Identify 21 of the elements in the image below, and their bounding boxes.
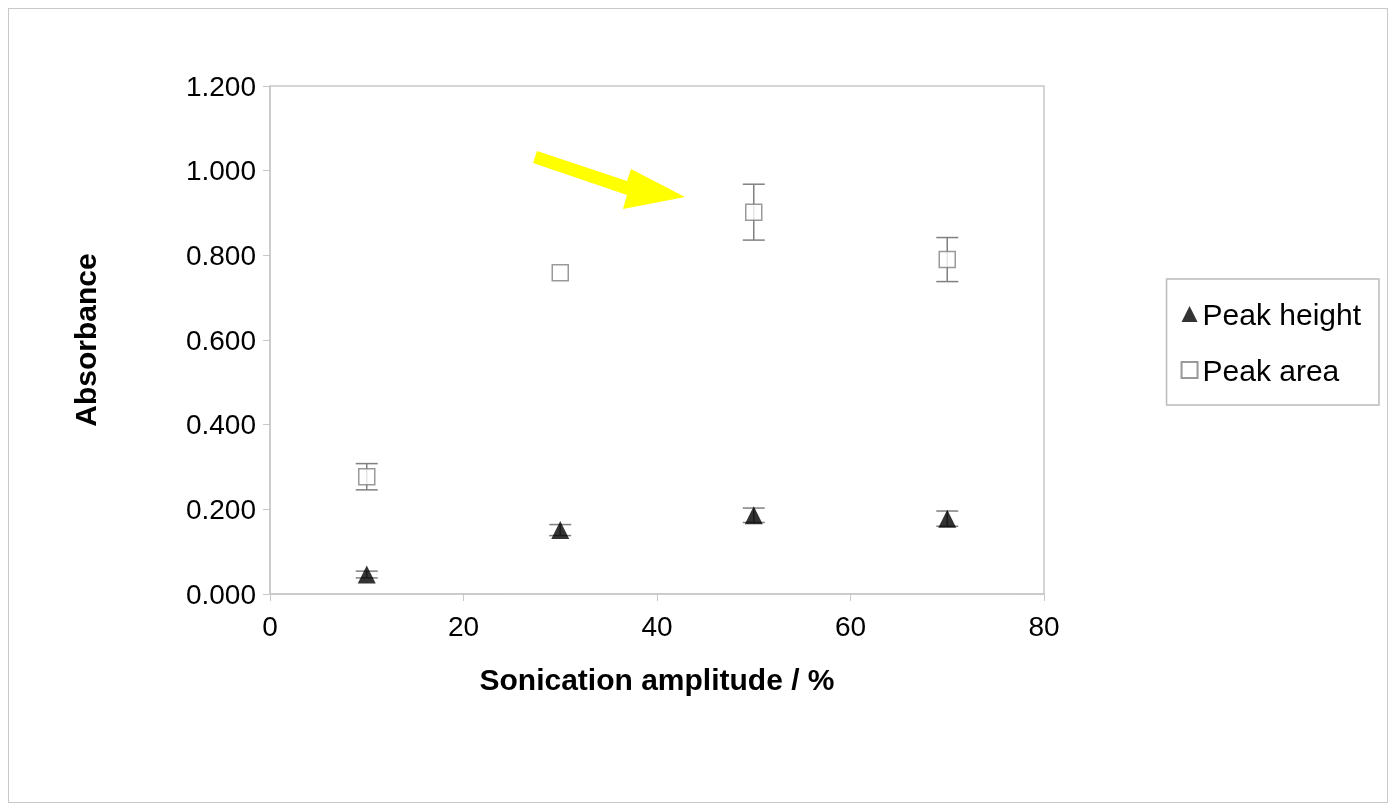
x-tick-label: 40 — [641, 610, 673, 642]
point — [357, 565, 376, 584]
y-tick-label: 0.200 — [185, 493, 256, 525]
point — [745, 203, 763, 221]
y-tick-label: 0.400 — [185, 409, 256, 441]
y-tick-label: 1.000 — [185, 155, 256, 187]
legend-label: Peak area — [1202, 353, 1340, 387]
x-tick-label: 20 — [447, 610, 480, 642]
x-tick-label: 80 — [1028, 610, 1060, 642]
point — [358, 467, 376, 486]
y-tick-label: 1.200 — [185, 70, 256, 102]
y-tick-label: 0.600 — [185, 324, 256, 356]
x-tick-label: 60 — [834, 610, 867, 642]
point — [551, 263, 569, 282]
y-axis-title: Absorbance — [68, 253, 102, 427]
x-axis-title: Sonication amplitude / % — [479, 662, 835, 696]
legend-label: Peak height — [1202, 297, 1362, 331]
x-tick-label: 0 — [262, 610, 278, 642]
y-tick-label: 0.000 — [185, 578, 256, 610]
y-tick-label: 0.800 — [185, 239, 256, 271]
point — [938, 250, 956, 269]
